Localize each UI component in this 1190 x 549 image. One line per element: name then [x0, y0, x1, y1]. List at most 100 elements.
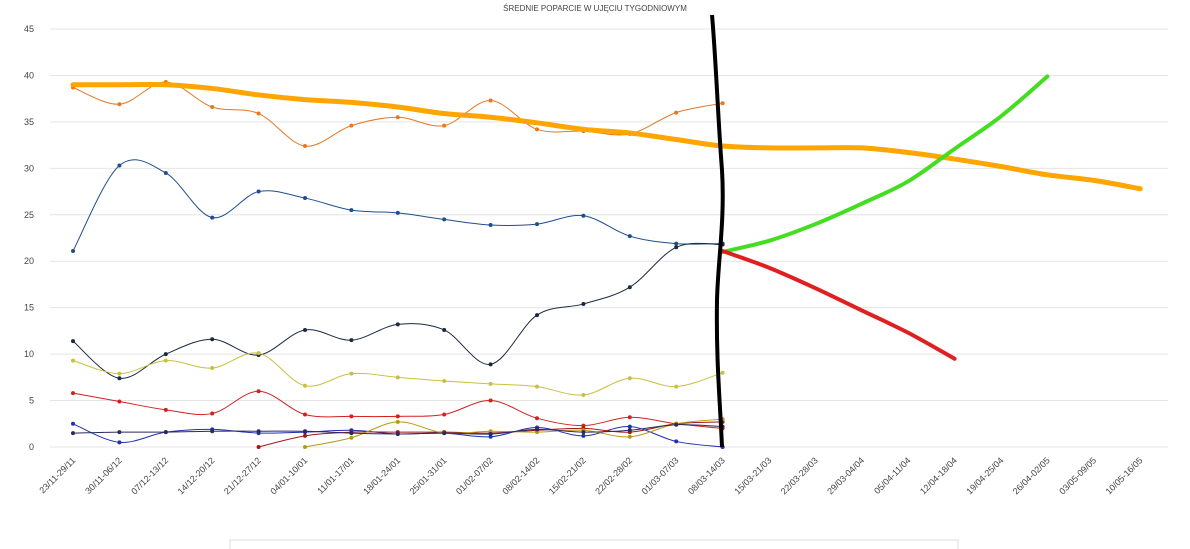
- series-line: [70, 81, 1143, 192]
- x-tick-label: 26/04-02/05: [1011, 455, 1052, 496]
- y-tick-label: 20: [24, 256, 34, 266]
- point: [674, 422, 679, 427]
- legend-box: [229, 539, 959, 549]
- point: [442, 431, 447, 436]
- point: [535, 427, 539, 432]
- point: [581, 213, 586, 218]
- point: [627, 234, 632, 239]
- x-tick-label: 18/01-24/01: [361, 455, 402, 496]
- point: [349, 431, 354, 436]
- point: [674, 245, 679, 250]
- x-tick-label: 01/03-07/03: [640, 455, 681, 496]
- point: [349, 435, 354, 440]
- series-line: [72, 159, 724, 252]
- plot: 0 5 10 15 20 25 30 35 40 45 23/11-29/11 30/11-06/12…: [24, 24, 1168, 496]
- x-tick-label: 04/01-10/01: [268, 455, 309, 496]
- x-tick-label: 07/12-13/12: [129, 455, 170, 496]
- point: [117, 163, 122, 168]
- x-tick-label: 08/03-14/03: [686, 455, 727, 496]
- point: [581, 430, 586, 435]
- point: [117, 376, 122, 381]
- point: [395, 419, 400, 424]
- point: [627, 424, 632, 429]
- point: [442, 379, 447, 384]
- point: [303, 433, 307, 438]
- point: [488, 222, 493, 227]
- series-line: [720, 249, 957, 361]
- point: [117, 371, 122, 376]
- hand-drawn-line: [710, 14, 725, 448]
- x-tick-label: 19/04-25/04: [964, 455, 1005, 496]
- x-tick-label: 01/02-07/02: [454, 455, 495, 496]
- point: [256, 111, 261, 116]
- point: [349, 371, 354, 376]
- point: [349, 414, 354, 419]
- x-tick-label: 05/04-11/04: [872, 455, 913, 496]
- point: [303, 196, 307, 201]
- point: [627, 434, 632, 439]
- point: [163, 430, 168, 435]
- point: [71, 339, 75, 344]
- point: [303, 327, 307, 332]
- point: [442, 217, 447, 222]
- point: [117, 440, 122, 445]
- point: [303, 383, 307, 388]
- point: [488, 431, 493, 436]
- point: [256, 429, 261, 434]
- point: [349, 123, 354, 128]
- point: [488, 434, 493, 439]
- point: [256, 389, 261, 394]
- point: [395, 375, 400, 380]
- point: [395, 431, 400, 436]
- y-tick-label: 40: [24, 70, 34, 80]
- x-tick-label: 03/05-09/05: [1057, 455, 1098, 496]
- point: [210, 105, 215, 110]
- point: [535, 127, 539, 132]
- x-tick-label: 25/01-31/01: [408, 455, 449, 496]
- point: [627, 415, 632, 420]
- point: [581, 433, 586, 438]
- point: [71, 421, 75, 426]
- point: [210, 366, 215, 371]
- point: [303, 144, 307, 149]
- y-tick-label: 10: [24, 349, 34, 359]
- x-tick-label: 15/03-21/03: [732, 455, 773, 496]
- x-tick-label: 12/04-18/04: [918, 455, 959, 496]
- point: [163, 170, 168, 175]
- point: [117, 430, 122, 435]
- point: [535, 222, 539, 227]
- point: [442, 327, 447, 332]
- x-tick-label: 29/03-04/04: [825, 455, 866, 496]
- series-line: [720, 74, 1050, 254]
- y-tick-label: 5: [29, 396, 34, 406]
- point: [627, 376, 632, 381]
- point: [303, 445, 307, 449]
- y-tick-label: 0: [29, 442, 34, 452]
- point: [720, 370, 725, 375]
- point: [535, 313, 539, 318]
- point: [163, 352, 168, 357]
- x-tick-label: 14/12-20/12: [176, 455, 217, 496]
- point: [71, 358, 75, 363]
- point: [303, 429, 307, 434]
- point: [442, 412, 447, 417]
- point: [117, 399, 122, 404]
- point: [627, 285, 632, 290]
- point: [488, 398, 493, 403]
- x-tick-label: 23/11-29/11: [37, 455, 77, 495]
- point: [163, 407, 168, 412]
- x-tick-label: 22/03-28/03: [779, 455, 820, 496]
- point: [395, 414, 400, 419]
- point: [395, 115, 400, 120]
- point: [535, 384, 539, 389]
- series-line: [72, 242, 724, 379]
- point: [349, 208, 354, 213]
- point: [117, 102, 122, 107]
- point: [627, 428, 632, 433]
- point: [674, 241, 679, 246]
- point: [395, 322, 400, 327]
- point: [210, 411, 215, 416]
- x-tick-label: 22/02-28/02: [593, 455, 634, 496]
- point: [581, 301, 586, 306]
